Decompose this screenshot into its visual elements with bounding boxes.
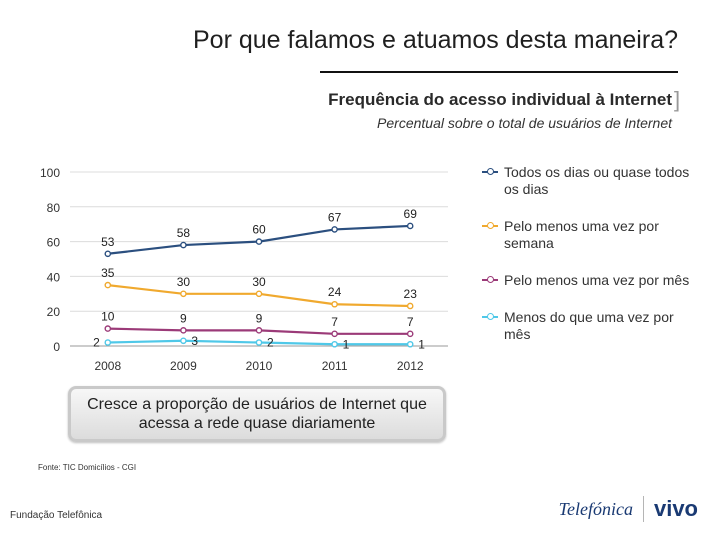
legend-label-daily: Todos os dias ou quase todos os dias [504, 164, 690, 197]
vivo-logo: vivo [653, 496, 698, 521]
legend-item-weekly: Pelo menos uma vez por semana [482, 218, 692, 252]
data-label: 9 [256, 311, 263, 325]
legend-label-weekly: Pelo menos uma vez por semana [504, 218, 659, 251]
legend-item-daily: Todos os dias ou quase todos os dias [482, 164, 692, 198]
footer-organization: Fundação Telefônica [10, 510, 103, 521]
data-label: 35 [101, 266, 115, 280]
data-label: 9 [180, 311, 187, 325]
legend-label-less-than-monthly: Menos do que uma vez por mês [504, 309, 674, 342]
data-label: 2 [267, 336, 274, 350]
data-label: 30 [177, 275, 191, 289]
data-label: 24 [328, 285, 342, 299]
data-point [331, 330, 338, 338]
chart-subtitle: Percentual sobre o total de usuários de … [377, 115, 672, 131]
source-note: Fonte: TIC Domicílios - CGI [38, 463, 137, 472]
legend-marker-less-than-monthly [487, 313, 494, 320]
slide-title: Por que falamos e atuamos desta maneira? [193, 26, 678, 54]
chart-title: Frequência do acesso individual à Intern… [328, 90, 672, 109]
data-point [255, 238, 263, 245]
data-point [255, 327, 263, 334]
legend-marker-monthly [487, 276, 494, 283]
callout-text: Cresce a proporção de usuários de Intern… [87, 396, 427, 432]
legend-marker-daily [487, 168, 494, 175]
data-point [180, 337, 187, 345]
legend-marker-weekly [487, 222, 494, 229]
data-point [406, 330, 414, 338]
legend-item-less-than-monthly: Menos do que uma vez por mês [482, 309, 692, 343]
title-underline [320, 71, 678, 73]
data-label: 58 [177, 226, 191, 240]
data-point [255, 290, 263, 298]
x-tick-label: 2012 [397, 359, 424, 373]
data-label: 2 [93, 336, 100, 350]
data-label: 1 [343, 337, 350, 351]
footer-logos: Telefónica vivo [559, 496, 698, 522]
y-tick-label: 40 [47, 270, 61, 284]
data-point [331, 340, 338, 348]
y-tick-label: 80 [47, 201, 61, 215]
data-point [104, 339, 112, 346]
data-label: 3 [191, 334, 198, 348]
data-point [406, 302, 414, 310]
data-point [406, 340, 414, 348]
line-chart: 0 20 40 60 80 100 2008 2009 2010 2011 2012 53 58 60 67… [40, 166, 448, 373]
callout-box: Cresce a proporção de usuários de Intern… [68, 386, 446, 442]
data-point [104, 325, 112, 332]
data-label: 60 [252, 223, 266, 237]
legend-item-monthly: Pelo menos uma vez por mês [482, 272, 692, 289]
data-point [406, 222, 414, 230]
legend-label-monthly: Pelo menos uma vez por mês [504, 272, 690, 288]
data-label: 1 [418, 337, 425, 351]
data-label: 10 [101, 310, 115, 324]
data-label: 30 [252, 275, 266, 289]
y-tick-label: 20 [47, 305, 61, 319]
x-tick-label: 2010 [246, 359, 273, 373]
x-tick-label: 2008 [94, 359, 121, 373]
chart-legend: Todos os dias ou quase todos os dias Pel… [482, 164, 692, 363]
data-point [255, 339, 263, 346]
data-label: 67 [328, 210, 342, 224]
data-point [180, 327, 187, 334]
y-tick-label: 60 [47, 236, 61, 250]
data-point [104, 281, 112, 289]
x-tick-label: 2009 [170, 359, 197, 373]
data-point [331, 300, 338, 308]
data-label: 69 [404, 207, 418, 221]
data-label: 7 [331, 315, 338, 329]
data-point [180, 241, 187, 249]
telefonica-logo: Telefónica [558, 498, 633, 519]
data-point [331, 226, 338, 233]
data-label: 23 [404, 287, 418, 301]
logo-divider [642, 496, 644, 522]
title-bracket-decoration: ] [674, 87, 681, 112]
data-point [180, 290, 187, 298]
data-point [104, 250, 112, 258]
data-label: 53 [101, 235, 115, 249]
y-tick-label: 100 [40, 166, 60, 180]
x-tick-label: 2011 [322, 359, 348, 373]
y-tick-label: 0 [53, 340, 60, 354]
data-label: 7 [407, 315, 414, 329]
